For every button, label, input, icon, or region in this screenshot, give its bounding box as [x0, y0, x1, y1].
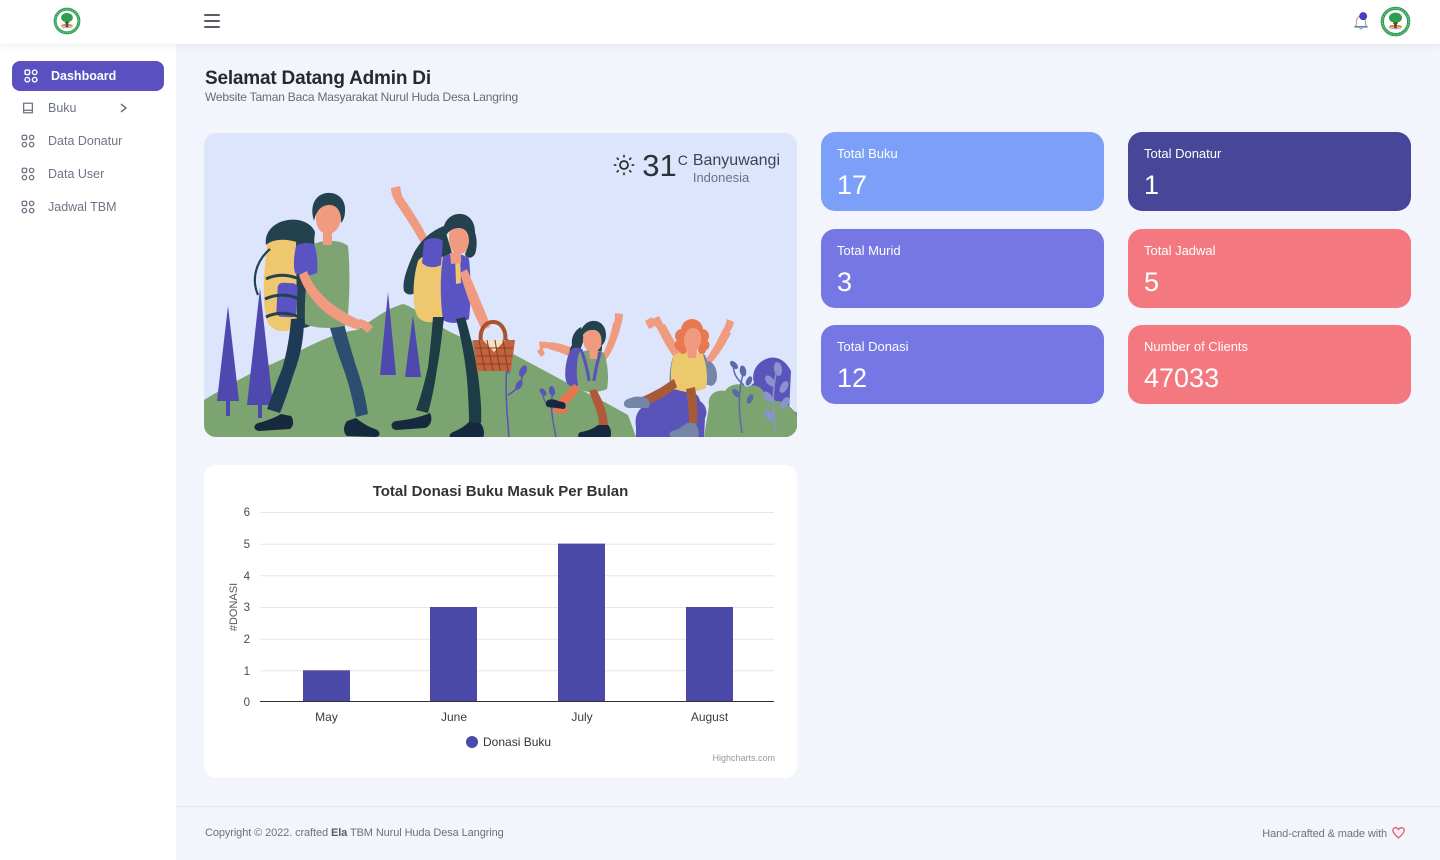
- svg-text:2: 2: [244, 634, 250, 646]
- svg-text:1: 1: [244, 666, 250, 678]
- svg-text:August: August: [691, 710, 729, 724]
- svg-text:Donasi Buku: Donasi Buku: [483, 735, 551, 749]
- svg-text:June: June: [441, 710, 467, 724]
- svg-text:July: July: [571, 710, 592, 724]
- svg-text:3: 3: [244, 602, 250, 614]
- svg-text:#DONASI: #DONASI: [228, 583, 240, 631]
- svg-text:5: 5: [244, 539, 250, 551]
- svg-text:0: 0: [244, 697, 250, 709]
- svg-text:May: May: [315, 710, 338, 724]
- svg-text:Highcharts.com: Highcharts.com: [712, 753, 775, 763]
- svg-text:4: 4: [244, 571, 251, 583]
- svg-text:6: 6: [244, 507, 250, 519]
